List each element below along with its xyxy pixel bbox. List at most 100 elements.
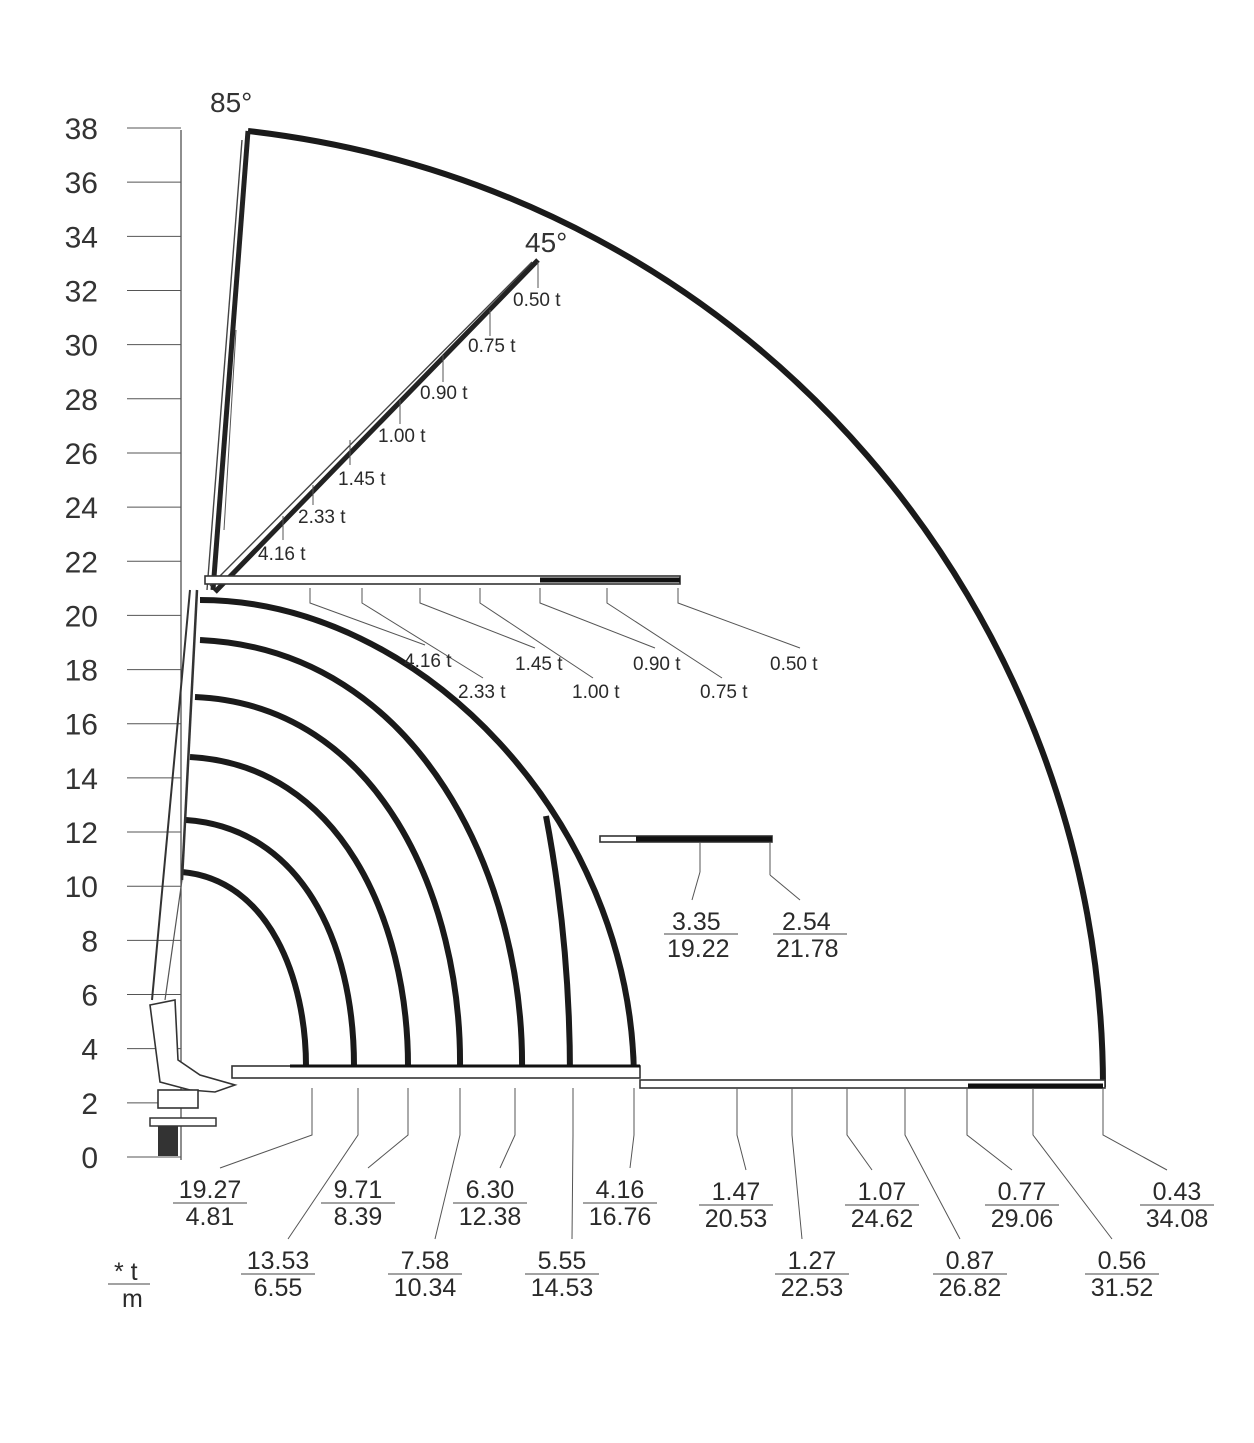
upper-load-label: 2.33 t	[458, 682, 506, 703]
lower-leader	[1102, 1088, 1168, 1171]
boom45-load-label: 2.33 t	[298, 507, 346, 528]
bottom-load-t: 1.27	[788, 1247, 837, 1275]
boom45-load-label: 1.00 t	[378, 426, 426, 447]
lower-leader	[846, 1088, 873, 1171]
upper-leader	[361, 588, 484, 679]
lower-leader	[966, 1088, 1013, 1171]
boom45-load-label: 0.90 t	[420, 383, 468, 404]
bottom-load-t: 0.87	[946, 1247, 995, 1275]
bottom-load-t: 0.43	[1153, 1178, 1202, 1206]
upper-leader	[419, 588, 536, 649]
bottom-load-t: 0.77	[998, 1178, 1047, 1206]
bottom-load-m: 4.81	[186, 1203, 235, 1231]
angle-85-label: 85°	[210, 87, 252, 118]
y-tick-label: 4	[81, 1034, 98, 1067]
upper-boom-load-labels: 4.16 t 2.33 t 1.45 t 1.00 t 0.90 t 0.75 …	[404, 651, 818, 703]
boom-horizontal-upper	[204, 575, 801, 679]
bottom-load-t: 19.27	[179, 1176, 242, 1204]
outer-envelope-arc	[247, 128, 1106, 1088]
boom45-load-label: 0.75 t	[468, 336, 516, 357]
middle-envelope-chord	[543, 815, 573, 1077]
lower-leader	[629, 1088, 635, 1169]
boom45-load-labels: 0.50 t 0.75 t 0.90 t 1.00 t 1.45 t 2.33 …	[258, 290, 561, 565]
bottom-load-t: 4.16	[596, 1176, 645, 1204]
boom45-load-label: 1.45 t	[338, 469, 386, 490]
bottom-load-m: 24.62	[851, 1205, 914, 1233]
y-tick-label: 10	[65, 871, 98, 904]
mid-load-m: 19.22	[667, 935, 730, 963]
lower-leader	[499, 1088, 516, 1169]
lower-leader	[287, 1088, 359, 1240]
y-tick-label: 18	[65, 655, 98, 688]
bottom-load-m: 29.06	[991, 1205, 1054, 1233]
y-tick-label: 8	[81, 925, 98, 958]
y-tick-label: 26	[65, 438, 98, 471]
working-arc-5	[181, 869, 309, 1067]
y-tick-label: 20	[65, 600, 98, 633]
boom-85deg	[206, 130, 251, 591]
working-arc-3	[189, 754, 411, 1067]
bottom-load-m: 6.55	[254, 1274, 303, 1302]
angle-45-label: 45°	[525, 227, 567, 258]
bottom-load-t: 0.56	[1098, 1247, 1147, 1275]
lower-leader	[736, 1088, 747, 1171]
y-tick-label: 34	[65, 221, 98, 254]
boom45-load-label: 0.50 t	[513, 290, 561, 311]
upper-load-label: 4.16 t	[404, 651, 452, 672]
bottom-load-m: 31.52	[1091, 1274, 1154, 1302]
boom-45deg	[209, 258, 540, 594]
working-arc-2	[194, 694, 464, 1069]
bottom-load-t: 6.30	[466, 1176, 515, 1204]
y-tick-label: 36	[65, 167, 98, 200]
lower-leader	[1032, 1088, 1113, 1240]
bottom-load-m: 12.38	[459, 1203, 522, 1231]
upper-load-label: 0.90 t	[633, 654, 681, 675]
bottom-load-t: 13.53	[247, 1247, 310, 1275]
boom-mid	[599, 835, 801, 901]
y-tick-label: 28	[65, 384, 98, 417]
bottom-load-m: 14.53	[531, 1274, 594, 1302]
bottom-load-labels: 19.274.8113.536.559.718.397.5810.346.301…	[173, 1176, 1214, 1302]
boom-horizontal-lower	[219, 1064, 1168, 1240]
y-tick-label: 16	[65, 709, 98, 742]
y-tick-label: 32	[65, 275, 98, 308]
bottom-load-t: 7.58	[401, 1247, 450, 1275]
lower-leader	[219, 1088, 313, 1169]
upper-leader	[479, 588, 594, 679]
upper-load-label: 0.75 t	[700, 682, 748, 703]
bottom-load-m: 26.82	[939, 1274, 1002, 1302]
bottom-load-t: 5.55	[538, 1247, 587, 1275]
bottom-load-t: 9.71	[334, 1176, 383, 1204]
middle-envelope-arc	[199, 597, 637, 1079]
upper-leader	[606, 588, 723, 679]
bottom-load-m: 20.53	[705, 1205, 768, 1233]
upper-load-label: 1.00 t	[572, 682, 620, 703]
mid-load-m: 21.78	[776, 935, 839, 963]
legend-unit-m: m	[122, 1285, 143, 1313]
mid-load-t: 2.54	[782, 908, 831, 936]
upper-leader	[539, 588, 656, 649]
working-arc-4	[185, 817, 357, 1067]
upper-load-label: 0.50 t	[770, 654, 818, 675]
crane-base	[149, 589, 238, 1156]
bottom-load-m: 34.08	[1146, 1205, 1209, 1233]
lower-leader	[904, 1088, 961, 1240]
upper-leader	[309, 588, 426, 646]
bottom-load-m: 8.39	[334, 1203, 383, 1231]
upper-load-label: 1.45 t	[515, 654, 563, 675]
mid-boom-labels: 3.35 19.22 2.54 21.78	[664, 908, 847, 963]
working-arc-1	[199, 637, 526, 1073]
lower-leader	[434, 1088, 461, 1240]
boom45-load-label: 4.16 t	[258, 544, 306, 565]
bottom-load-m: 16.76	[589, 1203, 652, 1231]
y-tick-label: 2	[81, 1088, 98, 1121]
bottom-load-m: 22.53	[781, 1274, 844, 1302]
y-tick-label: 24	[65, 492, 98, 525]
bottom-load-m: 10.34	[394, 1274, 457, 1302]
legend-unit-t: * t	[114, 1258, 138, 1286]
y-tick-label: 14	[65, 763, 98, 796]
y-tick-label: 38	[65, 113, 98, 146]
y-tick-label: 22	[65, 546, 98, 579]
